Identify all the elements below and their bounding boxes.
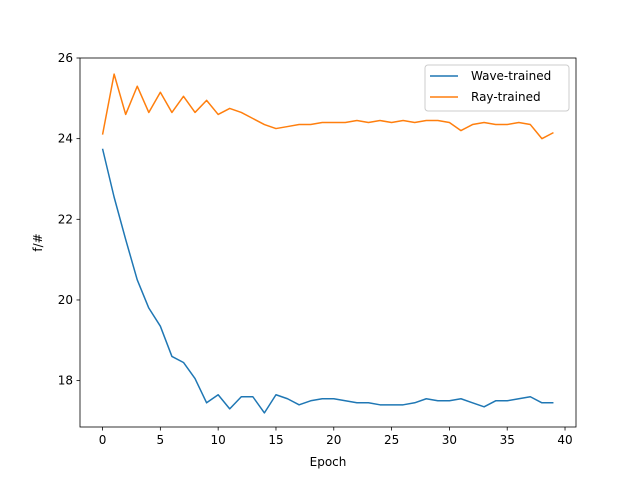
plot-frame — [79, 57, 577, 428]
y-axis-label: f/# — [31, 233, 45, 251]
series-line-ray-trained — [101, 73, 554, 140]
x-tick-label: 20 — [326, 433, 341, 447]
legend-label-ray-trained: Ray-trained — [471, 90, 541, 104]
legend-label-wave-trained: Wave-trained — [471, 69, 551, 83]
legend: Wave-trained Ray-trained — [424, 64, 570, 112]
series-line-wave-trained — [101, 148, 554, 414]
x-tick-label: 10 — [211, 433, 226, 447]
x-tick-label: 35 — [500, 433, 515, 447]
x-tick-label: 25 — [384, 433, 399, 447]
x-tick-label: 0 — [99, 433, 107, 447]
legend-box — [424, 64, 570, 112]
y-tick-label: 22 — [58, 212, 73, 226]
x-tick-label: 40 — [557, 433, 572, 447]
y-tick-label: 24 — [58, 132, 73, 146]
x-tick-label: 30 — [442, 433, 457, 447]
x-tick-label: 5 — [157, 433, 165, 447]
ticks-layer: 0 5 10 15 20 25 30 35 40 18 20 22 24 26 — [58, 51, 573, 447]
x-axis-label: Epoch — [310, 455, 347, 469]
y-tick-label: 18 — [58, 374, 73, 388]
y-tick-label: 26 — [58, 51, 73, 65]
y-tick-label: 20 — [58, 293, 73, 307]
x-tick-label: 15 — [268, 433, 283, 447]
series-layer — [101, 73, 554, 414]
